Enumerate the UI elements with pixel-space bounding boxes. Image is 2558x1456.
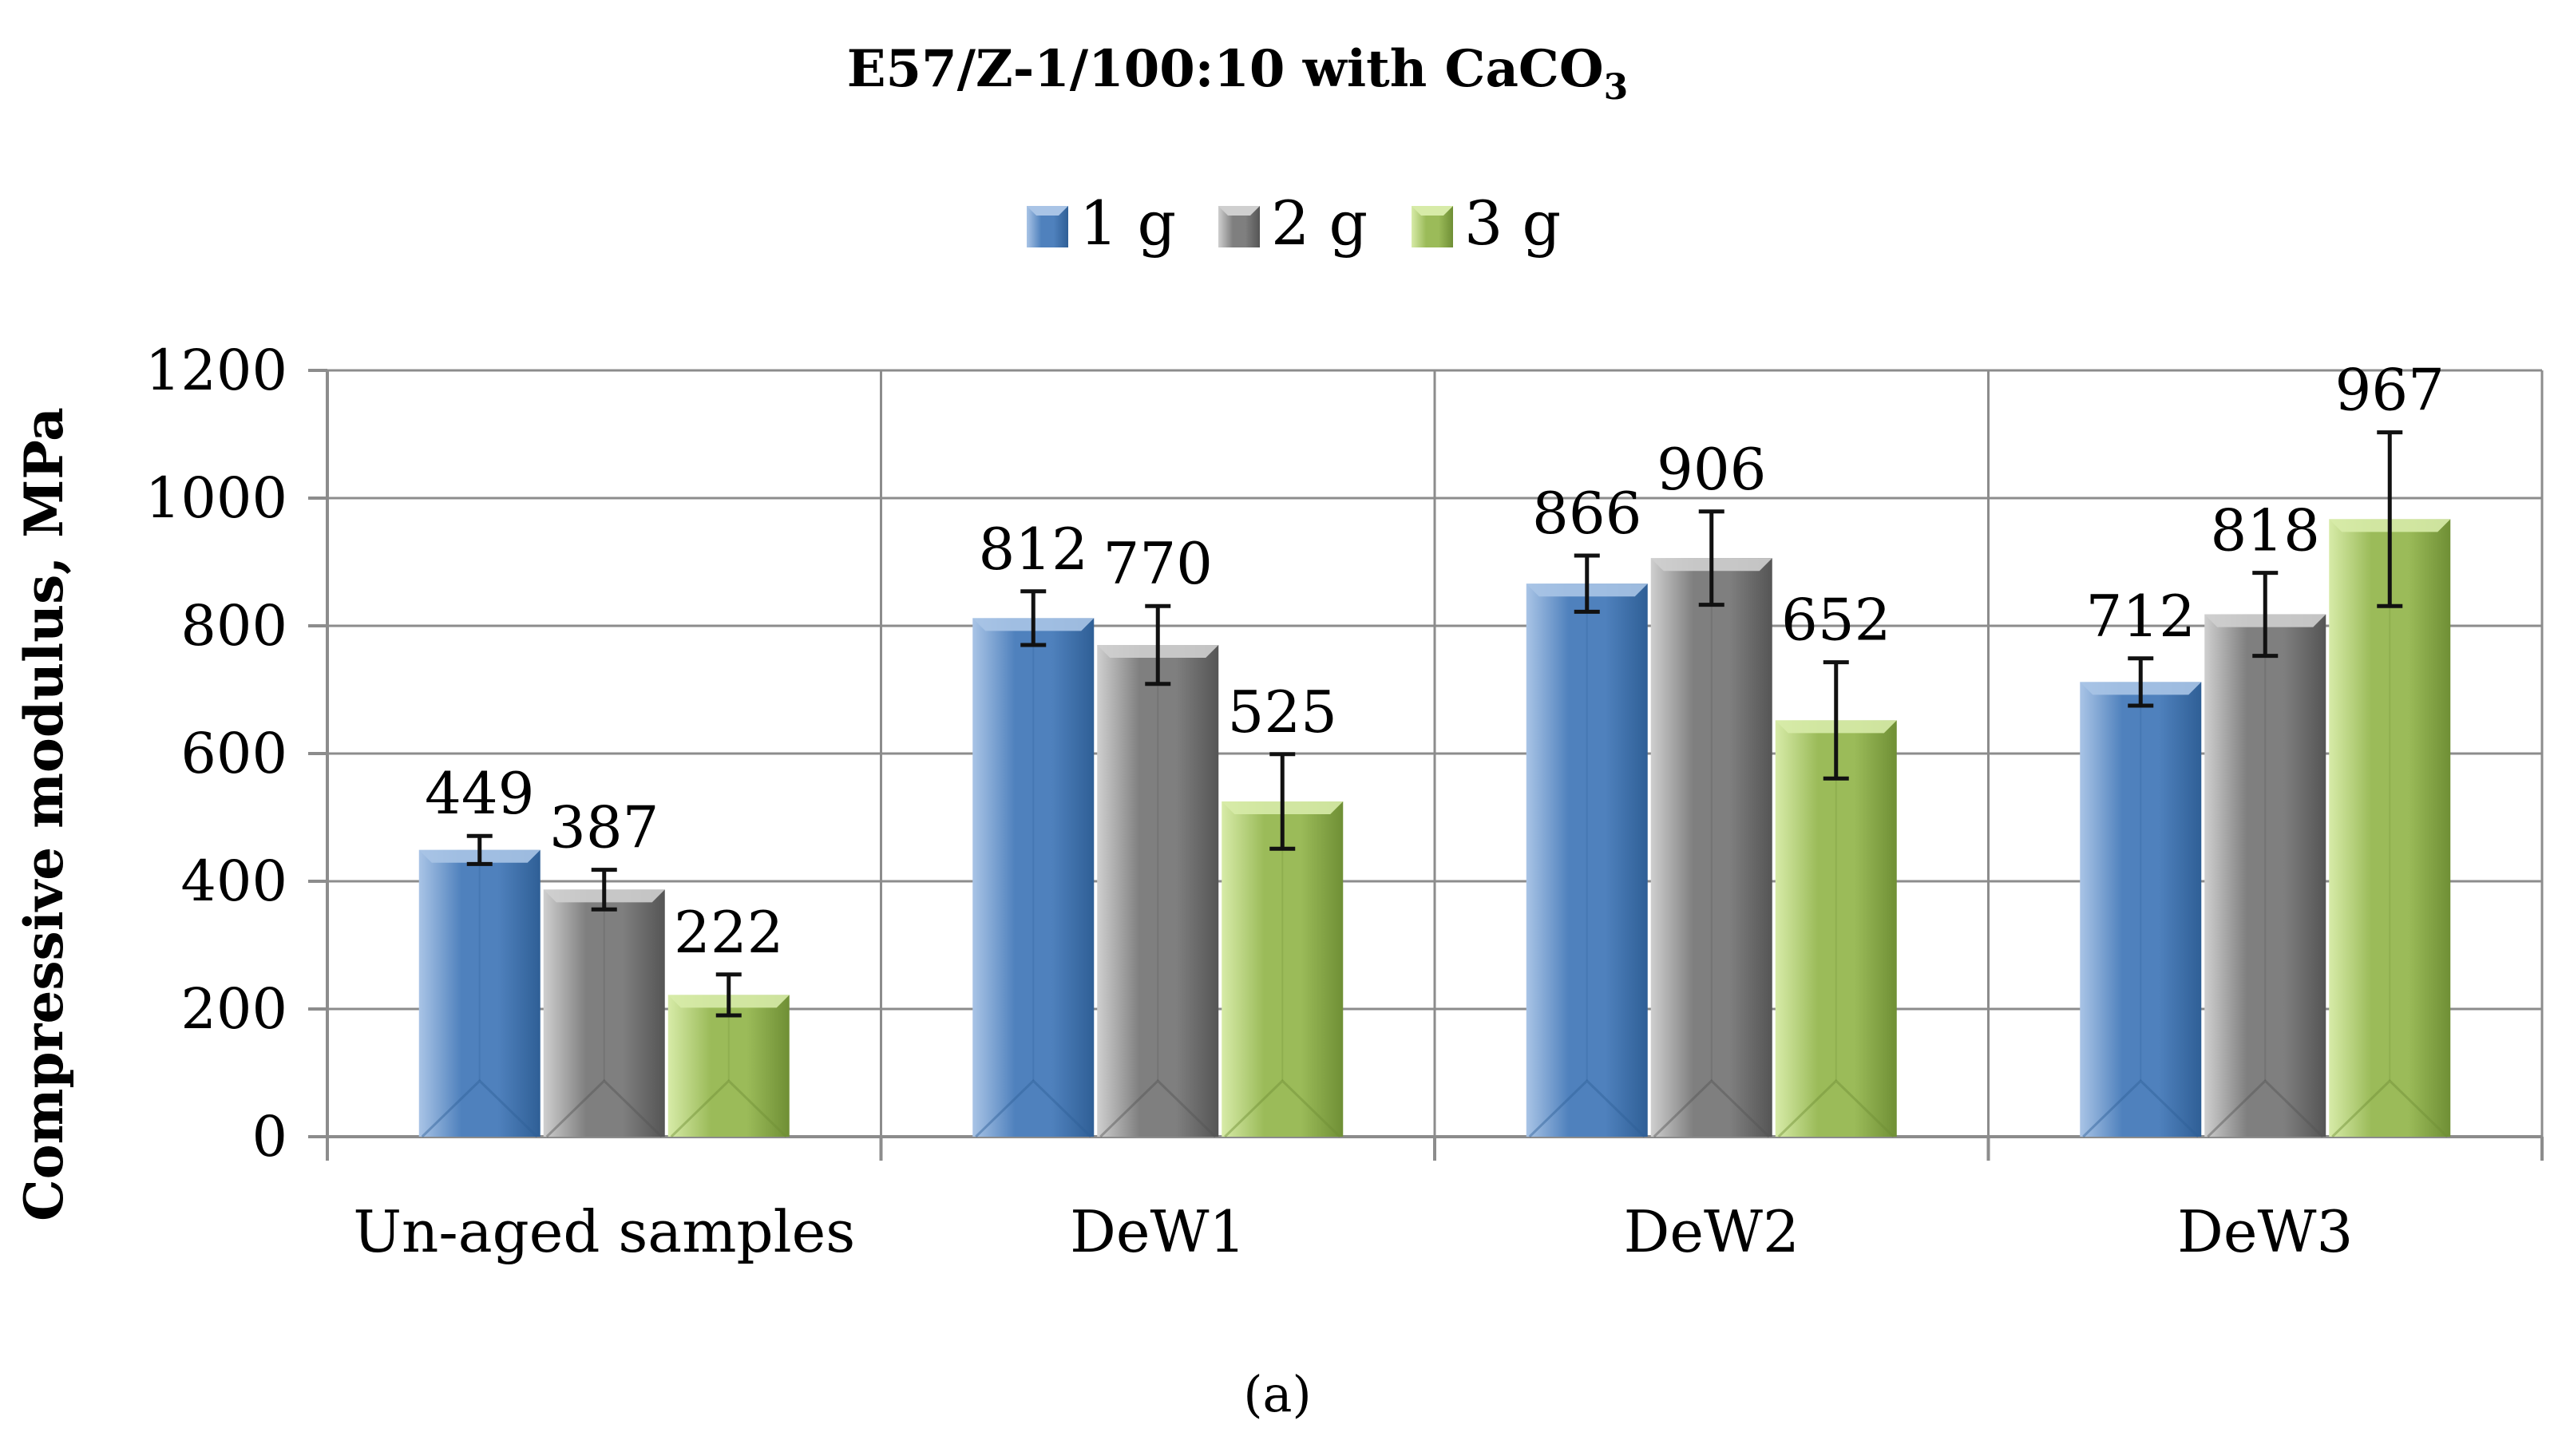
y-tick-label: 0 <box>251 1104 287 1169</box>
error-bars <box>466 430 2403 1018</box>
bar <box>2080 682 2202 1138</box>
data-label: 652 <box>1781 587 1891 654</box>
bar <box>1097 645 1219 1138</box>
bar-facet <box>545 1078 663 1138</box>
data-label: 712 <box>2086 583 2196 650</box>
bar-facet <box>1099 1078 1217 1138</box>
bar-facet <box>1653 1078 1770 1138</box>
bar-body <box>667 995 790 1137</box>
bar-body <box>2329 519 2451 1137</box>
bar-body <box>2080 682 2202 1137</box>
legend-item: 1 g <box>1027 188 1176 259</box>
y-tick-label: 1000 <box>145 465 287 531</box>
x-tick-label: Un-aged samples <box>353 1198 855 1265</box>
bar-facet <box>1224 1078 1341 1138</box>
x-tick-labels: Un-aged samples DeW1 DeW2 DeW3 <box>353 1198 2353 1265</box>
x-tick-label: DeW3 <box>2177 1198 2353 1265</box>
bar-facet <box>975 1078 1092 1138</box>
error-bar <box>2252 571 2279 659</box>
bar <box>1526 584 1648 1138</box>
data-label: 906 <box>1657 436 1766 503</box>
legend: 1 g 2 g 3 g <box>1027 188 1561 259</box>
bar-facet <box>1528 1078 1645 1138</box>
error-bar <box>1823 660 1849 781</box>
bar <box>2204 614 2326 1138</box>
data-label: 525 <box>1228 679 1337 746</box>
bar-facet <box>670 1078 787 1138</box>
bar-body <box>543 889 665 1137</box>
bar-body <box>418 849 541 1137</box>
data-label: 967 <box>2335 357 2445 424</box>
error-bar <box>2377 430 2403 608</box>
y-axis-label: Compressive modulus, MPa <box>13 407 75 1221</box>
bar-facet <box>1777 1078 1895 1138</box>
bars <box>418 519 2451 1138</box>
legend-label: 3 g <box>1464 188 1561 259</box>
y-tick-labels: 0 200 400 600 800 1000 1200 <box>145 338 287 1169</box>
chart-title-subscript: 3 <box>1604 67 1629 108</box>
error-bar <box>1574 553 1600 614</box>
x-tick-label: DeW2 <box>1624 1198 1800 1265</box>
y-tick-label: 800 <box>180 593 287 659</box>
bar-facet <box>2082 1078 2200 1138</box>
data-label: 866 <box>1532 480 1641 547</box>
y-tick-label: 200 <box>180 976 287 1042</box>
bar <box>543 889 665 1138</box>
data-label: 222 <box>674 899 783 966</box>
data-label: 387 <box>549 794 659 861</box>
legend-item: 3 g <box>1412 188 1561 259</box>
chart-title: E57/Z-1/100:10 with CaCO3 <box>847 39 1628 108</box>
error-bar <box>715 972 742 1018</box>
error-bar <box>2128 656 2154 708</box>
error-bar <box>591 868 617 912</box>
legend-label: 1 g <box>1079 188 1176 259</box>
error-bar <box>1269 752 1296 851</box>
error-bar <box>1145 603 1171 686</box>
data-label: 770 <box>1103 530 1213 597</box>
bar <box>972 618 1095 1138</box>
bar <box>1222 801 1344 1138</box>
legend-swatch-bevel <box>1218 206 1260 216</box>
bar-body <box>972 618 1095 1137</box>
x-tick-label: DeW1 <box>1070 1198 1245 1265</box>
figure-caption: (a) <box>1243 1365 1311 1423</box>
legend-label: 2 g <box>1271 188 1368 259</box>
bar <box>1775 720 1897 1138</box>
y-tick-label: 400 <box>180 849 287 914</box>
bar-facet <box>421 1078 538 1138</box>
bar <box>2329 519 2451 1138</box>
legend-item: 2 g <box>1218 188 1368 259</box>
error-bar <box>1020 589 1047 647</box>
legend-swatch-bevel <box>1412 206 1453 216</box>
bar-body <box>1775 720 1897 1137</box>
error-bar <box>1698 509 1724 607</box>
bar <box>418 849 541 1138</box>
data-label: 818 <box>2211 497 2320 564</box>
bar-facet <box>2207 1078 2324 1138</box>
bar-body <box>1222 801 1344 1137</box>
bar-body <box>1097 645 1219 1137</box>
data-label: 812 <box>979 516 1088 583</box>
data-label: 449 <box>425 760 534 827</box>
error-bar <box>466 833 493 866</box>
y-tick-label: 1200 <box>145 338 287 403</box>
bar-facet <box>2331 1078 2449 1138</box>
bar-body <box>2204 614 2326 1137</box>
bar-body <box>1526 584 1648 1137</box>
legend-swatch-bevel <box>1027 206 1068 216</box>
chart-title-main: E57/Z-1/100:10 with CaCO <box>847 39 1604 99</box>
bar <box>1650 558 1772 1138</box>
bar-body <box>1650 558 1772 1137</box>
y-tick-label: 600 <box>180 721 287 786</box>
